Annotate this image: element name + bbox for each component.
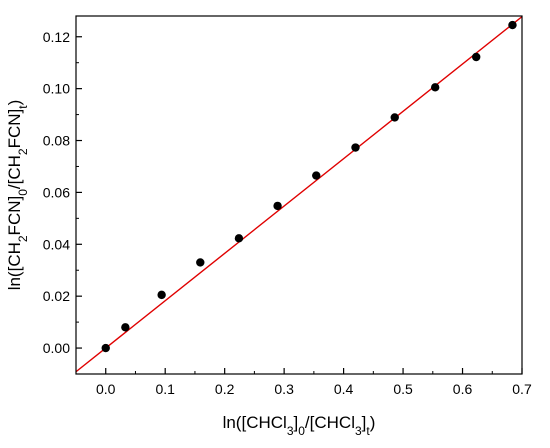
y-tick-label: 0.04 xyxy=(43,236,70,252)
x-tick-label: 0.2 xyxy=(215,381,235,397)
data-point xyxy=(430,83,440,92)
data-point xyxy=(234,234,244,243)
data-point xyxy=(390,113,399,122)
x-tick-label: 0.7 xyxy=(512,381,532,397)
x-tick-label: 0.0 xyxy=(96,381,116,397)
x-axis-title: ln([CHCl3]0/[CHCl3]t) xyxy=(223,413,376,438)
y-tick-label: 0.06 xyxy=(43,184,70,200)
plot-frame xyxy=(75,15,523,375)
x-tick-label: 0.4 xyxy=(334,381,354,397)
y-tick-label: 0.08 xyxy=(43,133,70,149)
y-tick-label: 0.10 xyxy=(43,81,70,97)
data-point xyxy=(273,201,282,211)
y-tick-label: 0.00 xyxy=(43,340,70,356)
data-point xyxy=(157,290,166,300)
data-point xyxy=(472,52,481,62)
data-point xyxy=(312,171,321,180)
data-point xyxy=(101,343,110,353)
data-point xyxy=(121,323,130,332)
y-tick-label: 0.12 xyxy=(43,29,70,45)
x-tick-label: 0.5 xyxy=(393,381,413,397)
data-point xyxy=(196,258,205,267)
x-tick-label: 0.6 xyxy=(453,381,473,397)
y-axis-title: ln([CH2FCN]0/[CH2FCN]t) xyxy=(5,100,30,291)
y-tick-label: 0.02 xyxy=(43,288,70,304)
x-tick-label: 0.1 xyxy=(155,381,175,397)
fit-line xyxy=(76,16,522,373)
x-tick-label: 0.3 xyxy=(274,381,294,397)
data-point xyxy=(351,143,360,152)
data-point xyxy=(508,20,517,30)
